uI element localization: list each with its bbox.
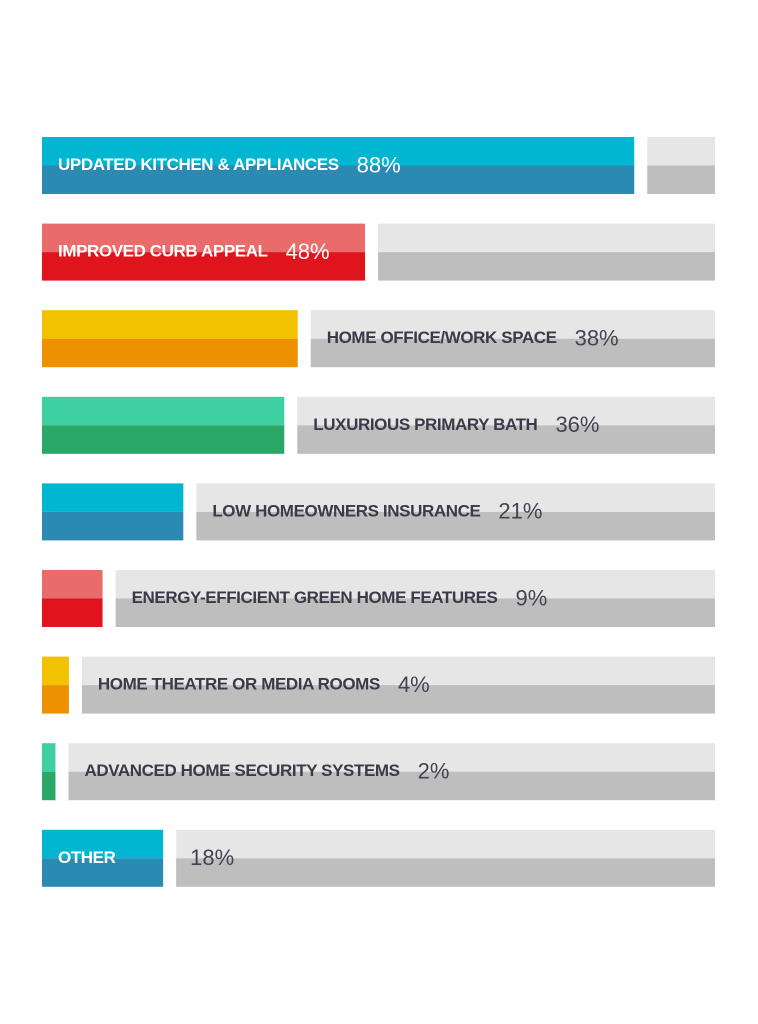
bar-part [42, 252, 366, 281]
category-label: HOME OFFICE/WORK SPACE [327, 328, 557, 347]
bar-part [42, 483, 184, 512]
value-label: 18% [190, 845, 234, 870]
bar [42, 743, 56, 801]
bar [42, 223, 366, 281]
value-label: 21% [498, 499, 542, 524]
value-label: 88% [357, 152, 401, 177]
bar-part [42, 137, 635, 166]
track-bottom [297, 425, 715, 454]
bar-part [42, 511, 184, 541]
category-label: IMPROVED CURB APPEAL [58, 242, 268, 261]
bar-part [42, 396, 285, 426]
track-bottom [196, 511, 715, 541]
track-top [647, 137, 715, 166]
bar [42, 483, 184, 541]
bar-part [42, 598, 103, 627]
bar-part [42, 829, 164, 859]
value-label: 4% [398, 672, 430, 697]
track-bottom [81, 685, 716, 714]
bar-part [42, 338, 298, 368]
track-top [68, 743, 715, 772]
track-top [378, 223, 715, 253]
bar-part [42, 685, 69, 714]
value-label: 38% [575, 326, 619, 351]
bar-part [42, 570, 103, 599]
bar [42, 396, 285, 454]
track-top [196, 483, 715, 512]
category-label: ENERGY-EFFICIENT GREEN HOME FEATURES [132, 588, 498, 607]
track-top [176, 829, 715, 859]
track-bottom [176, 858, 715, 887]
value-label: 9% [516, 585, 548, 610]
bar-part [42, 656, 69, 686]
bar [42, 570, 103, 627]
bar-part [42, 310, 298, 339]
category-label: UPDATED KITCHEN & APPLIANCES [58, 155, 339, 174]
track-top [297, 396, 715, 426]
bar [42, 137, 635, 194]
category-label: OTHER [58, 848, 116, 867]
bar-part [42, 165, 635, 194]
track-top [310, 310, 715, 339]
bar-part [42, 858, 164, 887]
value-label: 2% [418, 759, 450, 784]
track-bottom [647, 165, 715, 194]
track-bottom [115, 598, 715, 627]
bar [42, 829, 164, 887]
track-bottom [378, 252, 715, 281]
category-label: LUXURIOUS PRIMARY BATH [313, 415, 537, 434]
category-label: ADVANCED HOME SECURITY SYSTEMS [84, 761, 399, 780]
bar-part [42, 743, 56, 772]
bar-part [42, 425, 285, 454]
value-label: 48% [286, 239, 330, 264]
bar [42, 656, 69, 714]
category-label: HOME THEATRE OR MEDIA ROOMS [98, 675, 380, 694]
value-label: 36% [555, 412, 599, 437]
track-bottom [68, 771, 715, 801]
track-top [115, 570, 715, 599]
bar [42, 310, 298, 368]
category-label: LOW HOMEOWNERS INSURANCE [212, 501, 480, 520]
bar-part [42, 771, 56, 801]
bar-part [42, 223, 366, 253]
track-bottom [310, 338, 715, 368]
track-top [81, 656, 716, 686]
